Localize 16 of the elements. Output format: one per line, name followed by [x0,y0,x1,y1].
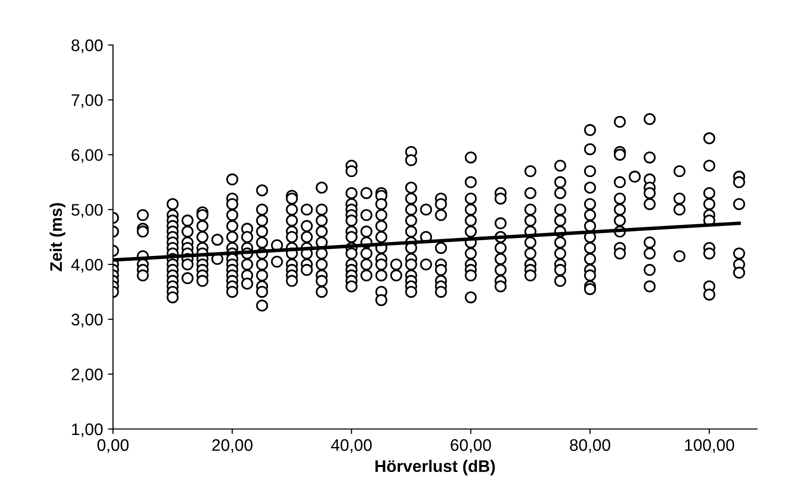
y-tick-label: 4,00 [71,258,103,273]
y-tick-label: 7,00 [72,94,103,108]
y-tick-label: 5,00 [72,204,103,218]
y-tick-label: 3,00 [71,314,103,328]
y-tick-label: 6,00 [72,149,103,163]
y-tick-label: 8,00 [72,39,103,54]
x-tick-label: 60,00 [450,439,491,453]
x-axis-title: Hörverlust (dB) [375,460,495,476]
x-tick-label: 40,00 [331,439,372,453]
x-tick-label: 100,00 [685,439,734,453]
x-tick-label: 20,00 [212,439,252,453]
y-axis-title: Zeit (ms) [50,203,66,272]
y-tick-label: 1,00 [72,423,103,438]
x-tick-label: 80,00 [570,439,610,453]
x-tick-label: 0,00 [97,439,129,453]
y-tick-label: 2,00 [72,368,103,382]
